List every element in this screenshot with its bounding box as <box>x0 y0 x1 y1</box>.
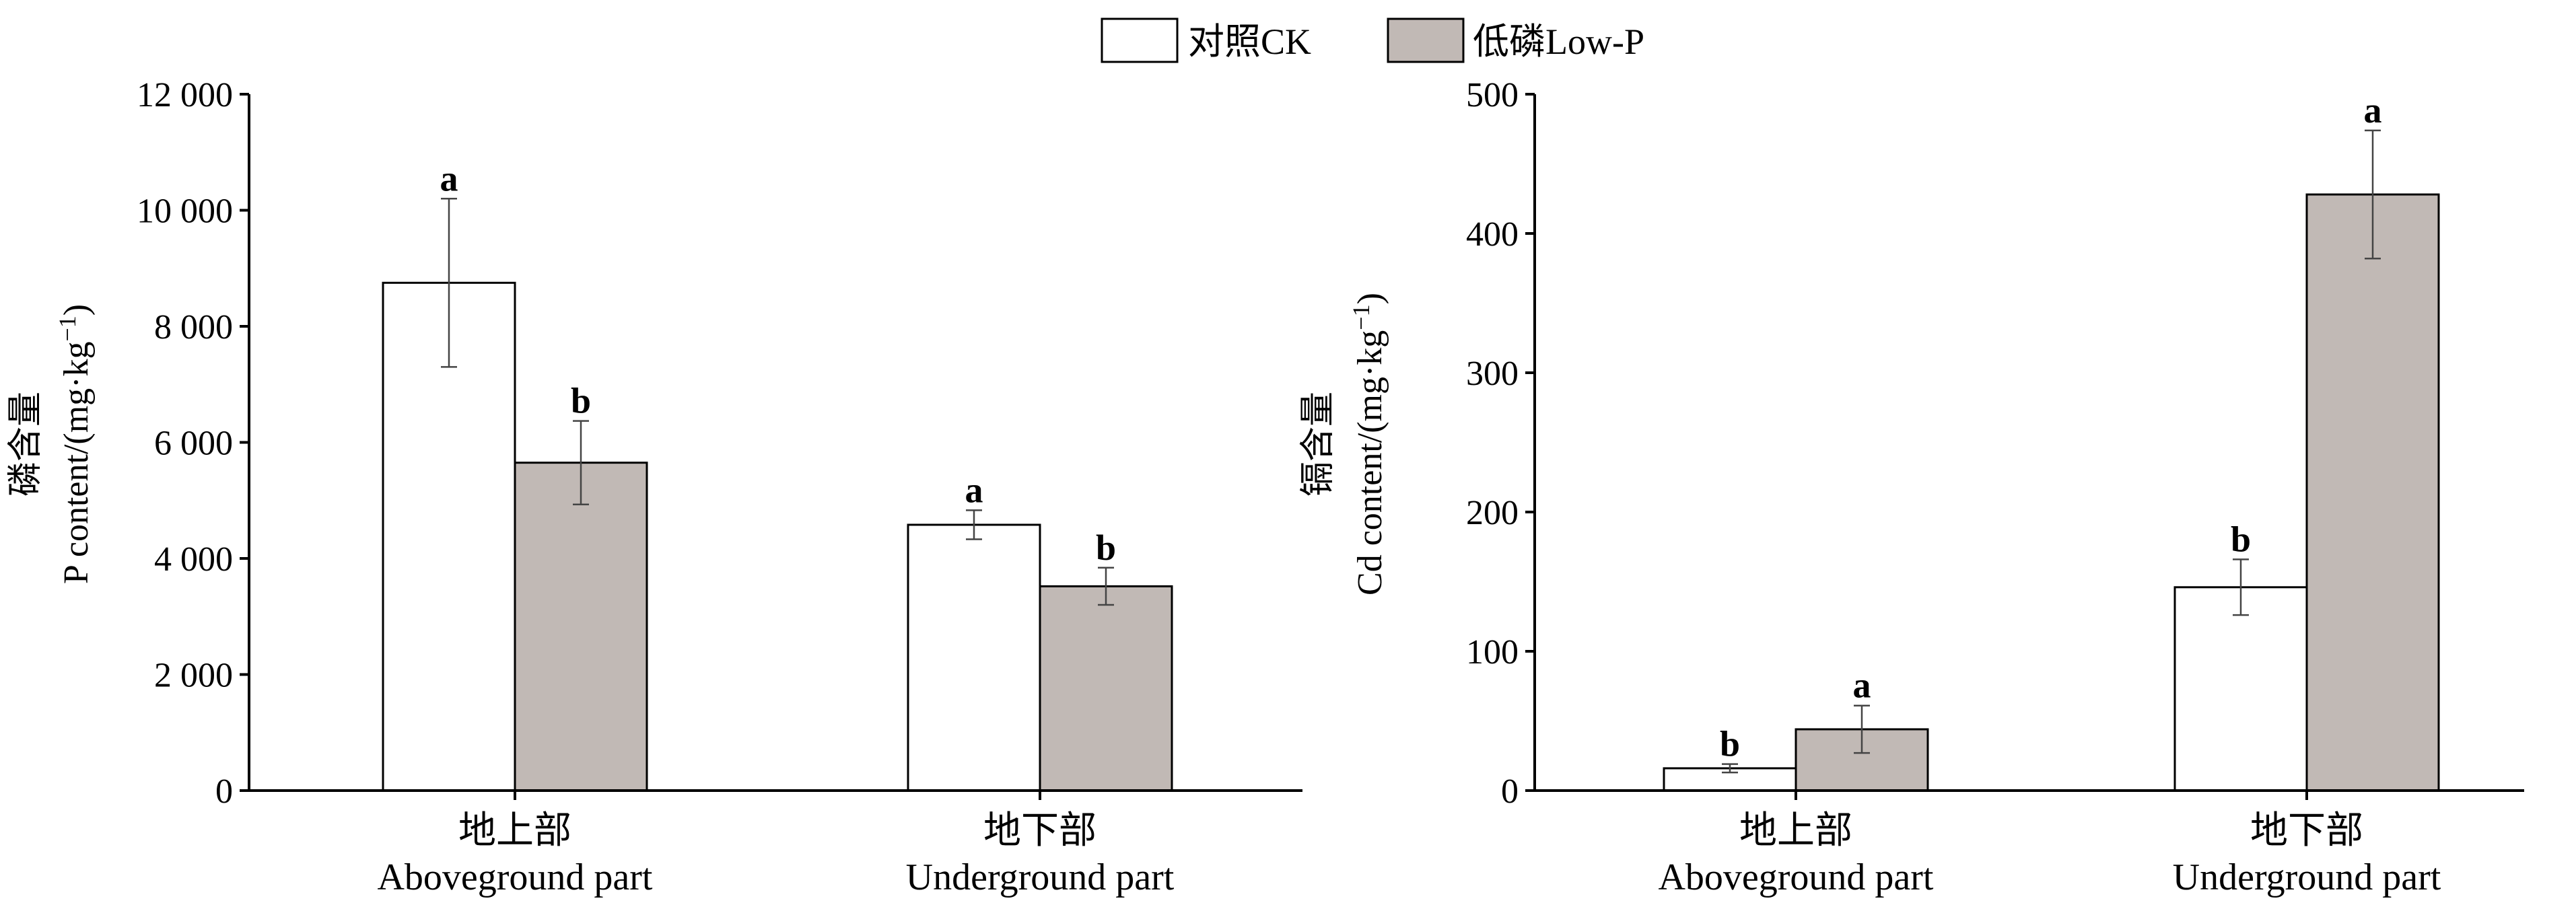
y-axis-title-en-close: ) <box>57 304 96 316</box>
legend: 对照CK 低磷Low-P <box>1101 17 1644 63</box>
y-axis-title-en-close: ) <box>1351 293 1389 304</box>
significance-letter: a <box>440 158 458 198</box>
significance-letter: a <box>965 470 983 510</box>
y-axis-title-en-main: Cd content/(mg·kg <box>1351 330 1389 595</box>
bar <box>2305 193 2440 792</box>
y-axis-title-en-sup: −1 <box>54 316 81 341</box>
x-category-label-en: Aboveground part <box>377 857 652 898</box>
y-tick-label: 8 000 <box>154 308 233 347</box>
legend-swatch-lowp <box>1387 17 1465 63</box>
x-category-label-en: Underground part <box>2173 857 2441 898</box>
legend-swatch-ck <box>1101 17 1179 63</box>
x-category-label-cn: 地下部 <box>2250 810 2363 852</box>
x-category-label-en: Aboveground part <box>1658 857 1933 898</box>
significance-letter: b <box>1720 724 1740 764</box>
x-category-label-cn: 地上部 <box>458 810 571 852</box>
significance-letter: a <box>1853 665 1871 706</box>
significance-letter: a <box>2364 90 2382 131</box>
y-axis-title-en: Cd content/(mg·kg−1) <box>1348 293 1389 595</box>
y-tick-label: 0 <box>1501 772 1519 811</box>
x-category-label-cn: 地上部 <box>1739 810 1852 852</box>
y-tick-label: 6 000 <box>154 425 233 463</box>
significance-letter: b <box>1096 527 1116 568</box>
bar <box>907 523 1041 792</box>
y-axis-title-cn: 磷含量 <box>7 392 45 497</box>
y-tick-label: 12 000 <box>137 76 233 114</box>
y-tick-label: 400 <box>1466 215 1519 254</box>
x-category-label-en: Underground part <box>906 857 1175 898</box>
y-tick-label: 0 <box>215 772 233 811</box>
y-axis-title-en: P content/(mg·kg−1) <box>54 304 96 584</box>
y-tick-label: 10 000 <box>137 192 233 231</box>
bar <box>2173 586 2308 792</box>
x-category-label-cn: 地下部 <box>983 810 1096 852</box>
y-tick-label: 4 000 <box>154 540 233 579</box>
legend-label-lowp: 低磷Low-P <box>1473 22 1644 62</box>
y-tick-label: 200 <box>1466 494 1519 532</box>
bar <box>1039 585 1173 792</box>
chart-p-content: a a b b 0 2 000 4 000 6 000 8 000 10 000 12 000 地上部… <box>7 76 1302 898</box>
y-tick-label: 100 <box>1466 633 1519 671</box>
legend-label-ck: 对照CK <box>1188 22 1311 62</box>
y-tick-label: 300 <box>1466 355 1519 393</box>
y-tick-label: 500 <box>1466 76 1519 114</box>
y-tick-label: 2 000 <box>154 657 233 695</box>
significance-letter: b <box>2231 519 2251 559</box>
y-axis-title-en-sup: −1 <box>1348 304 1374 330</box>
significance-letter: b <box>571 381 591 421</box>
bar <box>514 462 648 792</box>
y-axis-title-en-main: P content/(mg·kg <box>57 342 96 585</box>
y-axis-title-cn: 镉含量 <box>1299 392 1337 497</box>
chart-cd-content: b b a a 0 100 200 300 400 500 地上部 Aboveground part 地… <box>1299 76 2524 898</box>
